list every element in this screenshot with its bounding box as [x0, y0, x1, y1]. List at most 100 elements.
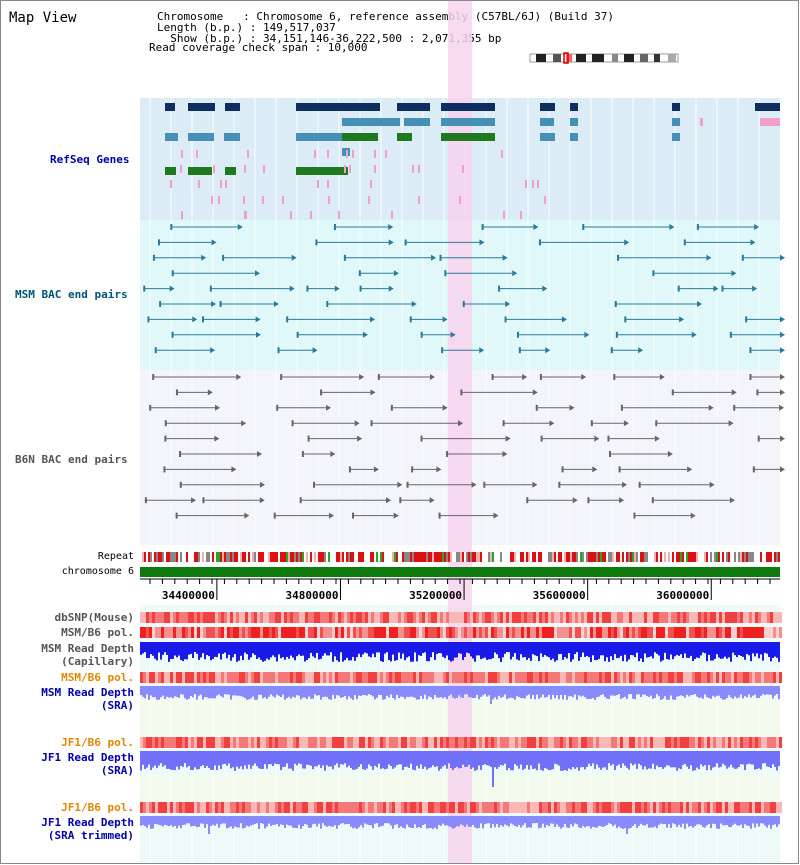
repeat-mark: [200, 552, 202, 562]
dbsnp-strip: [272, 612, 275, 623]
jf1-depth-sra-bar: [350, 751, 352, 768]
track-label-refseq[interactable]: RefSeq Genes: [50, 153, 130, 166]
repeat-mark: [266, 552, 268, 562]
msm-bac-pair-end: [201, 316, 204, 323]
msm-bac-pair-end: [780, 254, 785, 261]
msm-b6-pol-strip: [773, 627, 776, 638]
msm-depth-sra-bar: [434, 686, 436, 696]
msm-depth-sra-bar: [258, 686, 260, 695]
dbsnp-strip: [539, 612, 542, 623]
msm-depth-cap-bar: [384, 642, 386, 654]
jf1-b6-pol-strip-2: [674, 802, 677, 813]
jf1-depth-sra-bar: [150, 751, 152, 771]
msm-b6-pol-strip-2: [755, 672, 758, 683]
msm-depth-sra-bar: [294, 686, 296, 698]
msm-b6-pol-strip: [236, 627, 239, 638]
jf1-depth-sra-bar: [654, 751, 656, 770]
chromosome-ideogram[interactable]: [528, 52, 683, 64]
repeat-mark: [674, 552, 676, 562]
track-label-msm-bac[interactable]: MSM BAC end pairs: [15, 288, 128, 301]
msm-depth-sra-bar: [236, 686, 238, 696]
msm-depth-cap-bar: [718, 642, 720, 658]
gene-feature: [213, 165, 215, 173]
msm-b6-pol-strip-2: [608, 672, 611, 683]
msm-depth-sra-bar: [180, 686, 182, 695]
jf1-depth-sra-bar: [238, 751, 240, 769]
dbsnp-strip: [491, 612, 494, 623]
jf1-b6-pol-strip: [698, 737, 701, 748]
repeat-mark: [664, 552, 666, 562]
jf1-b6-pol-strip-2: [404, 802, 407, 813]
repeat-mark: [260, 552, 262, 562]
dbsnp-strip: [656, 612, 659, 623]
jf1-depth-sra-bar: [776, 751, 778, 771]
msm-depth-sra-bar: [700, 686, 702, 698]
repeat-mark: [312, 552, 314, 562]
jf1-b6-pol-strip: [332, 737, 335, 748]
jf1-b6-pol-strip-2: [683, 802, 686, 813]
jf1-depth-trim-bar: [548, 816, 550, 827]
jf1-depth-sra-bar: [474, 751, 476, 771]
b6n-bac-pair-end: [370, 389, 376, 396]
dbsnp-strip: [179, 612, 182, 623]
msm-depth-sra-bar: [416, 686, 418, 700]
b6n-bac-pair-end: [429, 497, 435, 504]
msm-depth-sra-bar: [308, 686, 310, 697]
msm-depth-sra-bar: [302, 686, 304, 698]
msm-b6-pol-strip-2: [305, 672, 308, 683]
msm-depth-sra-bar: [456, 686, 458, 698]
jf1-depth-sra-bar: [366, 751, 368, 769]
jf1-b6-pol-strip: [674, 737, 677, 748]
repeat-mark: [526, 552, 528, 562]
jf1-depth-sra-bar: [734, 751, 736, 769]
track-label-b6n-bac[interactable]: B6N BAC end pairs: [15, 453, 128, 466]
jf1-b6-pol-strip-2: [431, 802, 434, 813]
jf1-b6-pol-strip-2: [509, 802, 512, 813]
msm-bac-pair-end: [289, 285, 295, 292]
dbsnp-strip: [506, 612, 509, 623]
jf1-depth-trim-bar: [312, 816, 314, 825]
jf1-b6-pol-strip-2: [422, 802, 425, 813]
msm-depth-sra-bar: [624, 686, 626, 697]
msm-depth-sra-bar: [428, 686, 430, 697]
repeat-mark: [282, 552, 284, 562]
jf1-depth-trim-bar: [702, 816, 704, 828]
jf1-b6-pol-strip: [629, 737, 632, 748]
msm-depth-sra-bar: [560, 686, 562, 696]
msm-depth-sra-bar: [314, 686, 316, 695]
jf1-depth-trim-bar: [768, 816, 770, 825]
b6n-bac-pair-end: [202, 497, 205, 504]
b6n-bac-pair-end: [164, 435, 167, 442]
dbsnp-strip: [524, 612, 527, 623]
jf1-depth-trim-bar: [306, 816, 308, 825]
jf1-depth-sra-bar: [214, 751, 216, 766]
msm-depth-cap-bar: [564, 642, 566, 658]
jf1-depth-sra-bar: [406, 751, 408, 767]
b6n-bac-pair-end: [590, 420, 593, 427]
msm-b6-pol-strip-2: [539, 672, 542, 683]
msm-depth-cap-bar: [530, 642, 532, 661]
msm-depth-cap-bar: [624, 642, 626, 655]
msm-b6-pol-strip-2: [245, 672, 248, 683]
dbsnp-strip: [314, 612, 317, 623]
msm-b6-pol-strip-2: [713, 672, 716, 683]
repeat-mark: [778, 552, 780, 562]
msm-depth-cap-bar: [640, 642, 642, 659]
repeat-mark: [358, 552, 360, 562]
jf1-b6-pol-strip-2: [272, 802, 275, 813]
jf1-depth-sra-bar: [476, 751, 478, 770]
jf1-depth-trim-bar: [204, 816, 206, 828]
jf1-depth-sra-bar: [646, 751, 648, 770]
dbsnp-strip: [158, 612, 161, 623]
jf1-b6-pol-strip-2: [293, 802, 296, 813]
msm-depth-cap-bar: [770, 642, 772, 662]
dbsnp-strip: [557, 612, 560, 623]
jf1-depth-sra-bar: [438, 751, 440, 771]
msm-b6-pol-strip: [569, 627, 572, 638]
msm-depth-sra-bar: [614, 686, 616, 696]
b6n-bac-pair-end: [757, 435, 760, 442]
msm-b6-pol-strip: [665, 627, 668, 638]
dbsnp-strip: [731, 612, 734, 623]
msm-b6-pol-strip: [299, 627, 302, 638]
